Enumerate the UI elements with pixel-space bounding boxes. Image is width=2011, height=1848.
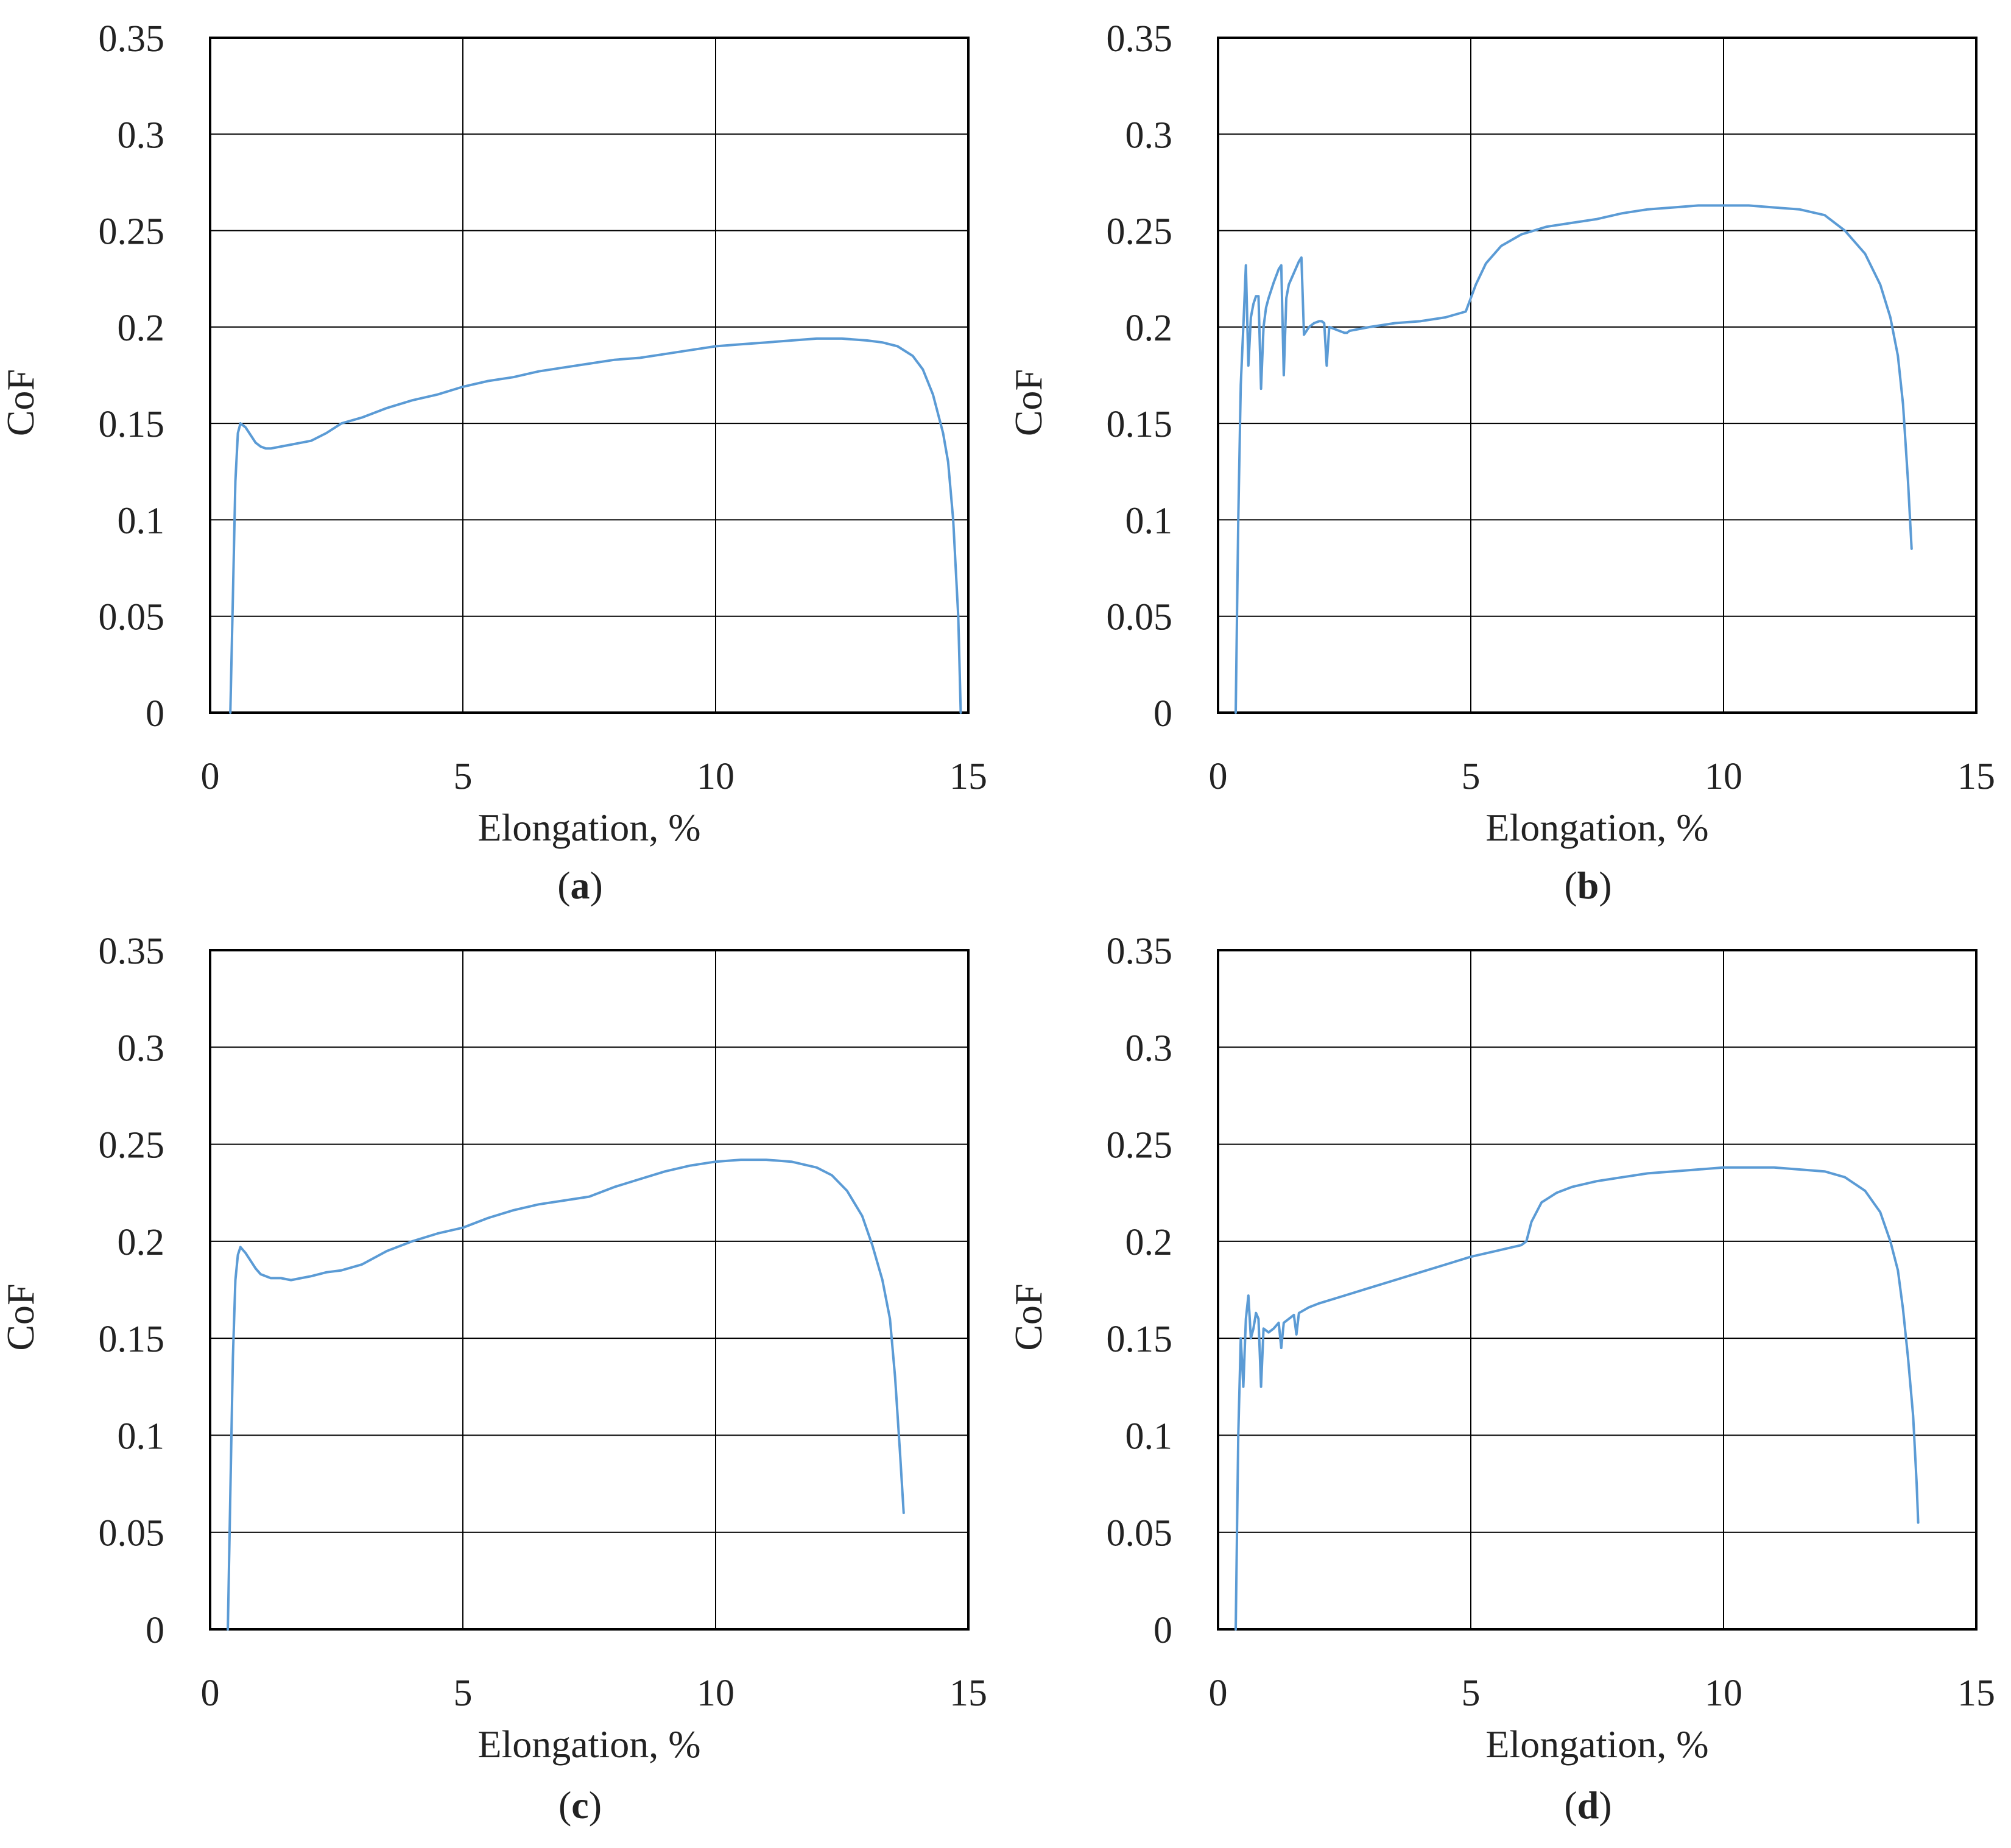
x-tick-label: 0 [201,756,220,797]
y-tick-label: 0 [146,1610,164,1651]
y-axis-title: CoF [0,1283,42,1350]
chart-panel-a: 0 0.05 0.1 0.15 0.2 0.25 0.3 0.35 0 5 10 15 Elongati… [0,18,987,907]
y-tick-label: 0.35 [99,18,165,60]
y-tick-label: 0.2 [118,308,165,349]
y-tick-label: 0.25 [1107,1125,1173,1166]
x-tick-label: 10 [697,756,734,797]
y-tick-label: 0.35 [1107,18,1173,60]
chart-panel-c: 0 0.05 0.1 0.15 0.2 0.25 0.3 0.35 0 5 10 15 Elongati… [0,931,987,1827]
y-axis-title: CoF [0,369,42,436]
plot-area [209,37,970,714]
y-tick-label: 0.15 [1107,404,1173,445]
x-tick-label: 0 [1209,1673,1228,1714]
x-tick-label: 15 [1957,756,1995,797]
panel-label: (c) [558,1783,602,1827]
y-tick-label: 0.3 [1125,115,1173,156]
y-tick-label: 0.05 [1107,1513,1173,1554]
y-tick-label: 0.2 [118,1222,165,1263]
plot-area [1217,37,1978,714]
x-tick-label: 10 [697,1673,734,1714]
plot-area [1217,949,1978,1631]
panel-label: (a) [557,864,603,907]
y-tick-label: 0 [1153,693,1172,735]
x-tick-label: 10 [1705,1673,1742,1714]
y-tick-label: 0.25 [99,1125,165,1166]
y-axis-title: CoF [1007,369,1050,436]
cof-series-line [229,337,962,714]
y-tick-label: 0.2 [1125,1222,1173,1263]
panel-label: (d) [1564,1783,1611,1827]
x-tick-label: 5 [1462,1673,1481,1714]
y-tick-label: 0.2 [1125,308,1173,349]
plot-area [209,949,970,1631]
cof-series-line [1234,204,1913,714]
panel-label: (b) [1564,864,1611,907]
y-tick-label: 0.15 [99,1319,165,1360]
y-tick-label: 0 [146,693,164,735]
x-axis-title: Elongation, % [1485,806,1708,849]
y-tick-label: 0.15 [99,404,165,445]
y-tick-label: 0.3 [1125,1028,1173,1069]
y-tick-label: 0.05 [99,597,165,638]
x-axis-title: Elongation, % [1485,1723,1708,1766]
y-tick-label: 0.25 [99,211,165,253]
x-tick-label: 15 [949,1673,987,1714]
x-tick-label: 5 [454,1673,473,1714]
x-tick-label: 0 [201,1673,220,1714]
x-tick-label: 15 [949,756,987,797]
x-tick-label: 15 [1957,1673,1995,1714]
chart-panel-d: 0 0.05 0.1 0.15 0.2 0.25 0.3 0.35 0 5 10 15 Elongati… [1007,931,1995,1827]
y-tick-label: 0.3 [118,1028,165,1069]
y-axis-title: CoF [1007,1283,1050,1350]
y-tick-label: 0 [1153,1610,1172,1651]
y-tick-label: 0.05 [99,1513,165,1554]
x-axis-title: Elongation, % [477,1723,700,1766]
y-tick-label: 0.25 [1107,211,1173,253]
y-tick-label: 0.1 [118,1416,165,1457]
y-tick-label: 0.35 [99,931,165,972]
x-tick-label: 0 [1209,756,1228,797]
cof-series-line [227,1159,905,1631]
x-tick-label: 5 [1462,756,1481,797]
cof-series-line [1234,1166,1920,1631]
x-axis-title: Elongation, % [477,806,700,849]
y-tick-label: 0.05 [1107,597,1173,638]
y-tick-label: 0.1 [1125,1416,1173,1457]
y-tick-label: 0.1 [1125,500,1173,541]
y-tick-label: 0.15 [1107,1319,1173,1360]
x-tick-label: 5 [454,756,473,797]
chart-panel-b: 0 0.05 0.1 0.15 0.2 0.25 0.3 0.35 0 5 10 15 Elongati… [1007,18,1995,907]
y-tick-label: 0.1 [118,500,165,541]
y-tick-label: 0.3 [118,115,165,156]
y-tick-label: 0.35 [1107,931,1173,972]
x-tick-label: 10 [1705,756,1742,797]
